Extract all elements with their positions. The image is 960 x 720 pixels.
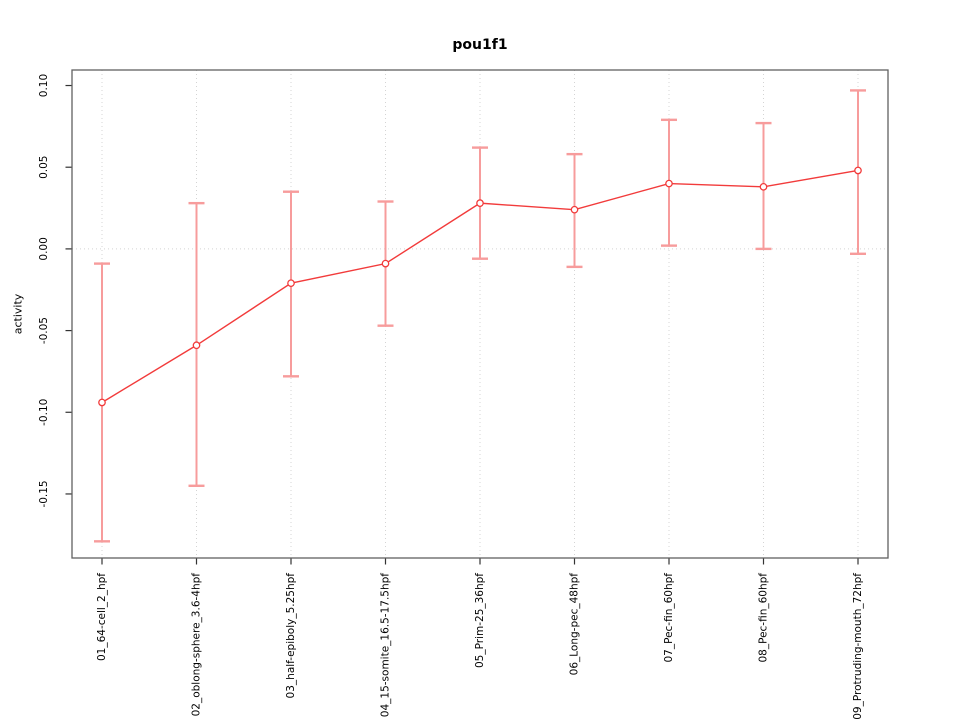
y-tick-label: 0.00 <box>38 237 50 260</box>
x-tick-label: 05_Prim-25_36hpf <box>474 573 486 668</box>
chart-title: pou1f1 <box>452 37 508 53</box>
x-tick-label: 08_Pec-fin_60hpf <box>758 573 770 663</box>
data-point-marker <box>381 259 390 268</box>
data-point-marker <box>192 341 201 350</box>
x-tick-label: 01_64-cell_2_hpf <box>96 573 108 661</box>
data-point-marker <box>287 279 295 288</box>
data-point-marker <box>476 199 484 208</box>
x-tick-label: 09_Protruding-mouth_72hpf <box>852 573 864 720</box>
x-tick-label: 07_Pec-fin_60hpf <box>663 573 675 663</box>
y-tick-label: 0.10 <box>38 74 50 97</box>
y-tick-label: -0.15 <box>38 480 50 507</box>
x-tick-label: 06_Long-pec_48hpf <box>569 573 581 676</box>
y-tick-label: 0.05 <box>38 156 50 179</box>
data-point-marker <box>665 179 673 188</box>
plot-border <box>71 69 889 559</box>
y-tick-label: -0.05 <box>38 317 50 344</box>
data-point-marker <box>570 205 579 214</box>
x-tick-label: 03_half-epiboly_5.25hpf <box>285 573 297 699</box>
y-tick-label: -0.10 <box>38 399 50 426</box>
data-point-marker <box>759 182 768 191</box>
x-tick-label: 02_oblong-sphere_3.6-4hpf <box>191 573 203 717</box>
data-point-marker <box>854 166 862 175</box>
x-tick-label: 04_15-somite_16.5-17.5hpf <box>380 573 392 717</box>
data-point-marker <box>98 398 106 407</box>
